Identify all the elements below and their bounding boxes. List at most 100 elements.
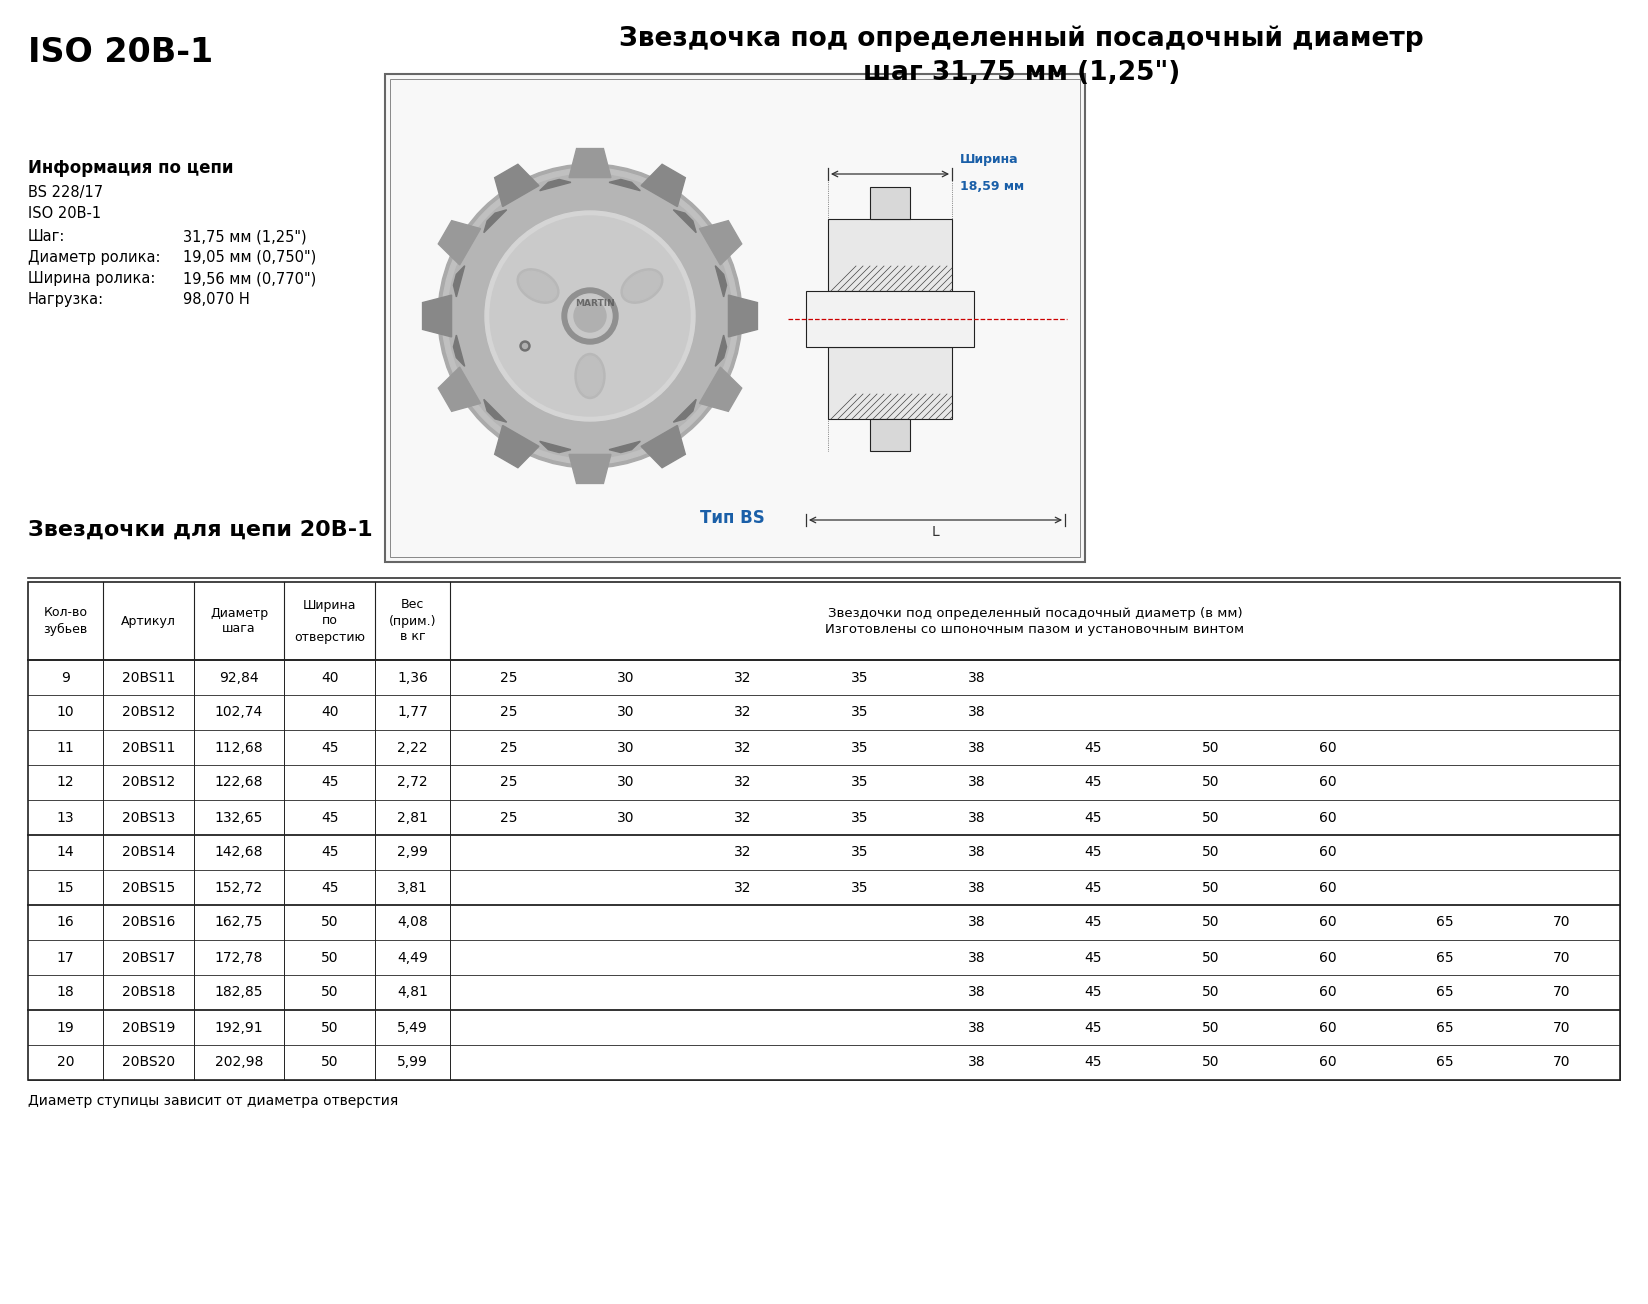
Text: 45: 45	[321, 811, 338, 824]
Text: 45: 45	[1084, 951, 1103, 965]
Text: 45: 45	[1084, 1055, 1103, 1069]
Text: 32: 32	[733, 811, 751, 824]
Bar	[28, 582, 1620, 1080]
Text: 5,49: 5,49	[397, 1021, 428, 1034]
Text: 32: 32	[733, 670, 751, 685]
Text: 102,74: 102,74	[214, 705, 264, 720]
Text: 12: 12	[56, 776, 74, 789]
Text: 20BS12: 20BS12	[122, 776, 175, 789]
Text: 192,91: 192,91	[214, 1021, 264, 1034]
Bar	[806, 291, 974, 347]
Text: Шаг:: Шаг:	[28, 230, 66, 244]
Text: 15: 15	[56, 880, 74, 895]
Text: Ширина: Ширина	[961, 153, 1018, 166]
Text: 19,56 мм (0,770"): 19,56 мм (0,770")	[183, 271, 316, 286]
Text: 70: 70	[1552, 1055, 1571, 1069]
Text: Артикул: Артикул	[120, 614, 176, 627]
Text: 45: 45	[1084, 915, 1103, 930]
Text: ISO 20B-1: ISO 20B-1	[28, 37, 213, 69]
Text: 5,99: 5,99	[397, 1055, 428, 1069]
Circle shape	[485, 211, 695, 421]
Text: 17: 17	[56, 951, 74, 965]
Text: 202,98: 202,98	[214, 1055, 264, 1069]
Text: 30: 30	[616, 705, 634, 720]
Text: Кол-во
зубьев: Кол-во зубьев	[43, 606, 87, 635]
Text: 60: 60	[1318, 880, 1337, 895]
Text: 20BS12: 20BS12	[122, 705, 175, 720]
Text: 60: 60	[1318, 811, 1337, 824]
Text: 38: 38	[967, 811, 986, 824]
Bar	[870, 186, 910, 219]
Text: 60: 60	[1318, 845, 1337, 859]
Text: Звездочки для цепи 20В-1: Звездочки для цепи 20В-1	[28, 520, 372, 540]
Text: 35: 35	[850, 880, 868, 895]
Text: 2,72: 2,72	[397, 776, 428, 789]
Text: 45: 45	[321, 880, 338, 895]
Text: 16: 16	[56, 915, 74, 930]
Text: 32: 32	[733, 741, 751, 755]
Text: Информация по цепи: Информация по цепи	[28, 159, 234, 177]
Polygon shape	[539, 441, 570, 452]
Polygon shape	[715, 335, 727, 366]
Bar	[386, 74, 1084, 562]
Text: BS 228/17: BS 228/17	[28, 185, 104, 200]
Text: Диаметр ролика:: Диаметр ролика:	[28, 250, 160, 265]
Polygon shape	[422, 295, 452, 336]
Text: 4,81: 4,81	[397, 986, 428, 999]
Circle shape	[438, 164, 742, 468]
Text: 40: 40	[321, 670, 338, 685]
Text: 98,070 Н: 98,070 Н	[183, 292, 250, 306]
Text: 35: 35	[850, 845, 868, 859]
Text: 19,05 мм (0,750"): 19,05 мм (0,750")	[183, 250, 316, 265]
Text: 132,65: 132,65	[214, 811, 264, 824]
Text: MARTIN: MARTIN	[575, 300, 615, 309]
Text: 32: 32	[733, 705, 751, 720]
Text: 38: 38	[967, 776, 986, 789]
Text: 38: 38	[967, 845, 986, 859]
Text: 18,59 мм: 18,59 мм	[961, 180, 1023, 193]
Text: 25: 25	[499, 776, 517, 789]
Text: 38: 38	[967, 915, 986, 930]
Text: 3,81: 3,81	[397, 880, 428, 895]
Text: Нагрузка:: Нагрузка:	[28, 292, 104, 306]
Text: 20BS19: 20BS19	[122, 1021, 175, 1034]
Bar	[827, 219, 953, 291]
Text: 13: 13	[56, 811, 74, 824]
Polygon shape	[641, 164, 686, 206]
Text: 50: 50	[1201, 811, 1220, 824]
Text: 38: 38	[967, 705, 986, 720]
Text: 1,36: 1,36	[397, 670, 428, 685]
Text: Диаметр ступицы зависит от диаметра отверстия: Диаметр ступицы зависит от диаметра отве…	[28, 1094, 399, 1108]
Text: 19: 19	[56, 1021, 74, 1034]
Text: Тип BS: Тип BS	[700, 509, 765, 527]
Circle shape	[569, 293, 611, 338]
Circle shape	[522, 343, 527, 348]
Text: 1,77: 1,77	[397, 705, 428, 720]
Text: 20BS11: 20BS11	[122, 741, 175, 755]
Text: 20BS11: 20BS11	[122, 670, 175, 685]
Text: 152,72: 152,72	[214, 880, 264, 895]
Text: 35: 35	[850, 705, 868, 720]
Polygon shape	[539, 180, 570, 190]
Text: 50: 50	[1201, 880, 1220, 895]
Text: 162,75: 162,75	[214, 915, 264, 930]
Text: 50: 50	[1201, 915, 1220, 930]
Polygon shape	[641, 425, 686, 468]
Circle shape	[562, 288, 618, 344]
Text: 2,81: 2,81	[397, 811, 428, 824]
Text: 4,08: 4,08	[397, 915, 428, 930]
Text: 35: 35	[850, 670, 868, 685]
Text: 20BS18: 20BS18	[122, 986, 175, 999]
Text: 20: 20	[56, 1055, 74, 1069]
Text: 142,68: 142,68	[214, 845, 264, 859]
Text: Вес
(прим.)
в кг: Вес (прим.) в кг	[389, 599, 437, 643]
Circle shape	[489, 216, 691, 416]
Text: 65: 65	[1435, 986, 1454, 999]
Polygon shape	[699, 220, 742, 265]
Text: 50: 50	[1201, 741, 1220, 755]
Text: 112,68: 112,68	[214, 741, 264, 755]
Text: 45: 45	[321, 845, 338, 859]
Polygon shape	[453, 335, 465, 366]
Circle shape	[521, 342, 531, 351]
Text: 38: 38	[967, 986, 986, 999]
